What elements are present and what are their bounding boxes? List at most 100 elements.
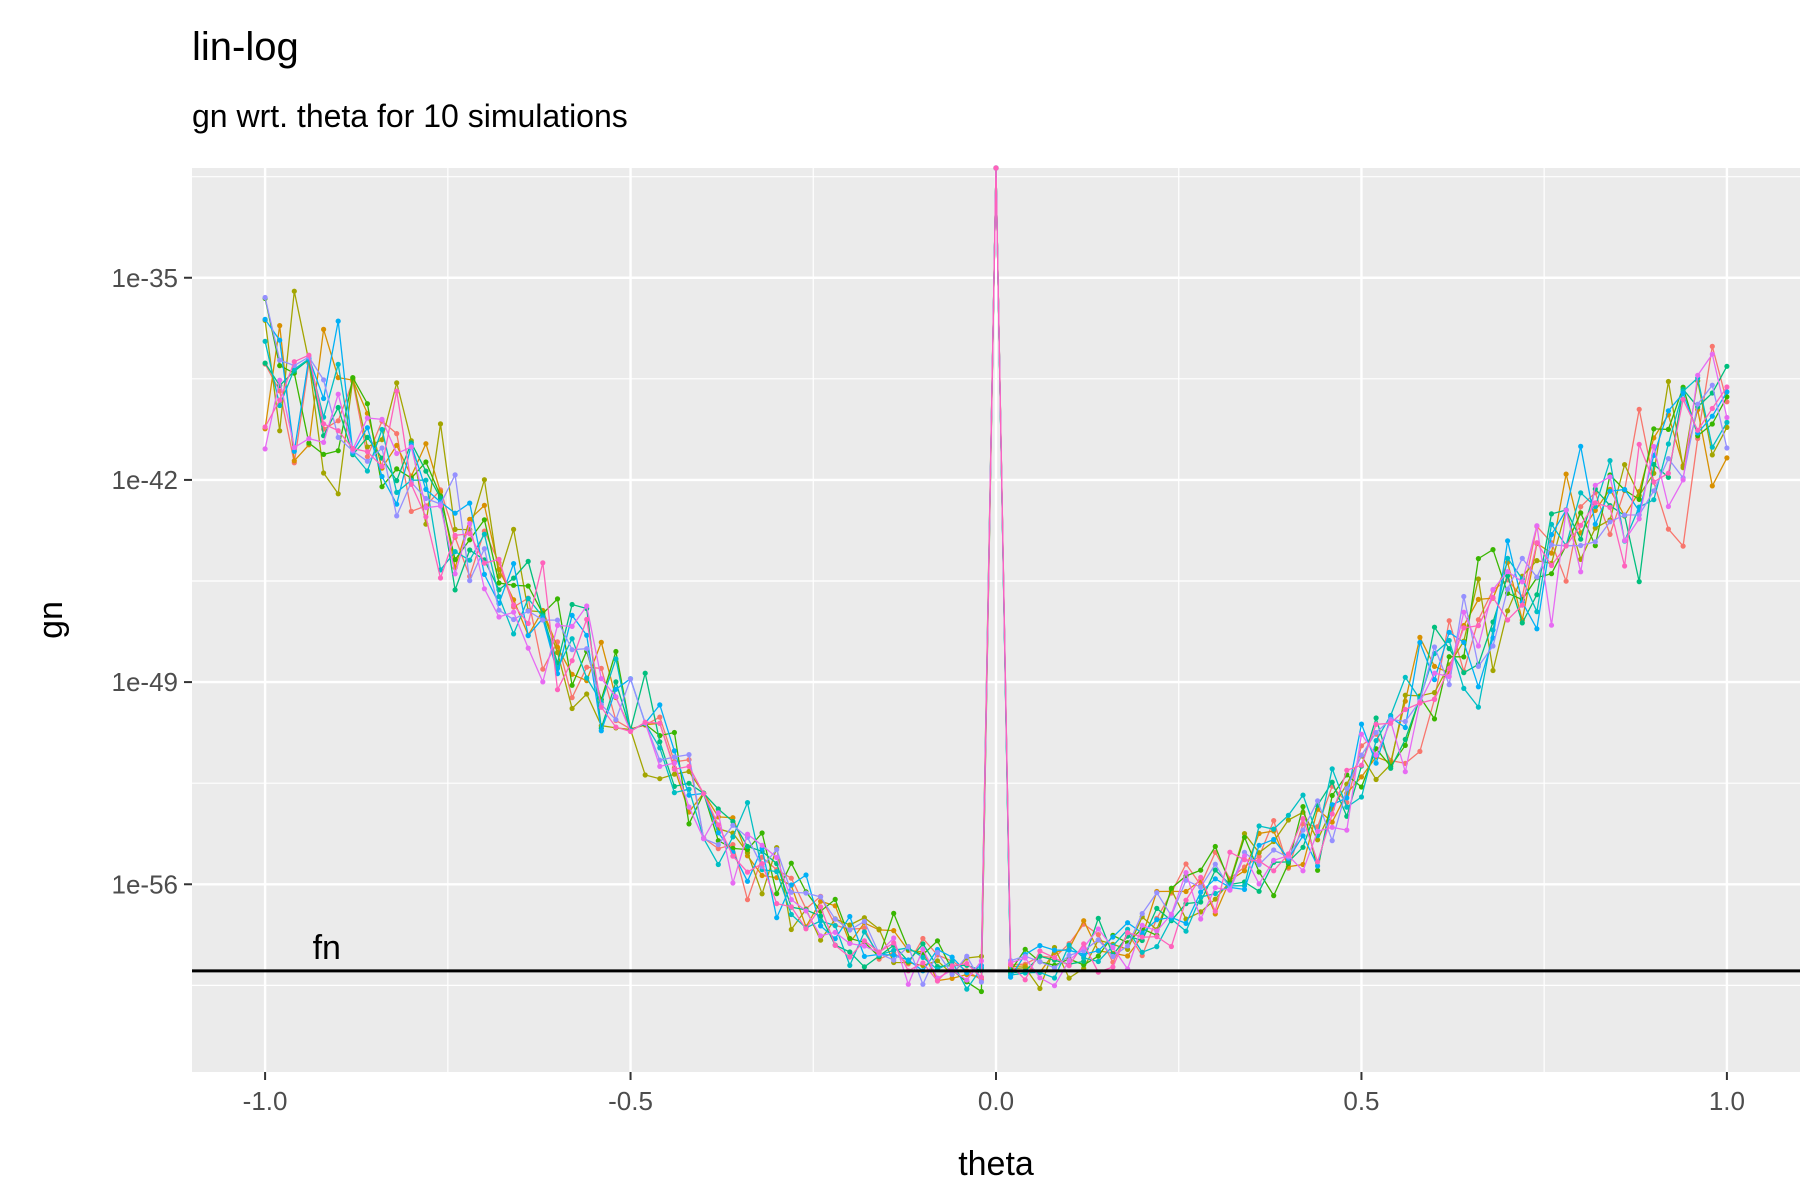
series-point bbox=[262, 338, 268, 344]
series-point bbox=[715, 861, 721, 868]
series-point bbox=[1607, 504, 1613, 510]
series-point bbox=[715, 842, 721, 848]
series-point bbox=[1665, 408, 1671, 414]
series-point bbox=[774, 869, 780, 875]
x-tick-label: 0.5 bbox=[1343, 1086, 1379, 1116]
series-point bbox=[847, 949, 853, 955]
series-point bbox=[1534, 592, 1540, 598]
series-point bbox=[1241, 868, 1248, 874]
series-point bbox=[1607, 531, 1613, 538]
series-point bbox=[686, 780, 692, 786]
series-point bbox=[847, 940, 853, 947]
series-point bbox=[1709, 405, 1715, 412]
series-point bbox=[949, 975, 955, 982]
series-point bbox=[1373, 760, 1379, 766]
series-point bbox=[613, 724, 619, 730]
series-point bbox=[1475, 663, 1481, 670]
series-point bbox=[540, 666, 546, 672]
series-point bbox=[1578, 490, 1584, 496]
series-point bbox=[993, 165, 999, 171]
series-point bbox=[291, 359, 297, 365]
series-point bbox=[1066, 963, 1072, 969]
x-tick-label: 1.0 bbox=[1709, 1086, 1745, 1116]
series-point bbox=[1709, 444, 1715, 450]
series-point bbox=[510, 582, 517, 588]
series-point bbox=[394, 513, 400, 519]
series-point bbox=[1475, 684, 1481, 690]
series-point bbox=[277, 388, 283, 394]
series-point bbox=[379, 473, 385, 480]
series-point bbox=[481, 586, 487, 592]
series-point bbox=[978, 974, 985, 980]
series-point bbox=[1446, 665, 1452, 672]
series-point bbox=[759, 842, 765, 848]
series-point bbox=[1344, 795, 1350, 801]
series-point bbox=[1008, 962, 1014, 968]
series-point bbox=[335, 434, 341, 440]
series-point bbox=[1358, 774, 1365, 780]
series-point bbox=[1198, 874, 1204, 880]
series-point bbox=[291, 288, 297, 294]
series-point bbox=[1388, 765, 1394, 771]
series-point bbox=[510, 616, 517, 623]
series-point bbox=[1665, 526, 1671, 532]
series-point bbox=[452, 571, 458, 577]
series-point bbox=[554, 687, 561, 693]
series-point bbox=[730, 853, 736, 859]
series-point bbox=[1329, 792, 1335, 799]
series-point bbox=[1461, 639, 1467, 646]
series-point bbox=[262, 360, 268, 366]
series-point bbox=[364, 401, 370, 407]
series-point bbox=[394, 431, 400, 437]
series-point bbox=[277, 337, 283, 343]
series-point bbox=[1241, 886, 1248, 893]
series-point bbox=[642, 772, 648, 778]
series-point bbox=[1183, 877, 1189, 883]
series-point bbox=[1329, 766, 1335, 772]
series-point bbox=[554, 596, 561, 602]
y-tick-label: 1e-42 bbox=[112, 465, 179, 495]
series-point bbox=[803, 872, 809, 878]
series-point bbox=[818, 933, 824, 939]
series-point bbox=[1256, 869, 1262, 875]
series-point bbox=[1256, 858, 1262, 864]
series-point bbox=[496, 556, 502, 563]
series-point bbox=[1256, 888, 1262, 894]
series-point bbox=[1300, 816, 1306, 822]
series-point bbox=[1475, 643, 1481, 649]
series-point bbox=[379, 445, 385, 451]
series-point bbox=[920, 941, 926, 947]
series-point bbox=[1300, 792, 1306, 798]
series-point bbox=[569, 612, 575, 619]
series-point bbox=[1271, 818, 1277, 824]
series-point bbox=[335, 391, 341, 397]
series-point bbox=[1008, 974, 1014, 980]
series-point bbox=[715, 806, 721, 812]
series-point bbox=[847, 954, 853, 960]
series-point bbox=[306, 436, 312, 442]
series-point bbox=[715, 846, 721, 852]
series-point bbox=[452, 472, 458, 478]
series-point bbox=[1095, 958, 1101, 965]
series-point bbox=[335, 428, 341, 434]
series-point bbox=[291, 448, 297, 454]
series-point bbox=[262, 316, 268, 322]
series-point bbox=[1446, 629, 1452, 636]
series-point bbox=[774, 901, 780, 907]
series-point bbox=[1198, 867, 1204, 873]
series-point bbox=[1139, 930, 1145, 936]
series-point bbox=[1110, 964, 1116, 970]
series-point bbox=[832, 929, 838, 935]
series-point bbox=[1431, 670, 1438, 676]
series-point bbox=[759, 861, 765, 867]
series-point bbox=[467, 531, 473, 537]
series-point bbox=[1300, 833, 1306, 839]
series-point bbox=[1095, 937, 1101, 943]
series-point bbox=[1110, 944, 1116, 951]
series-point bbox=[1066, 975, 1072, 981]
series-point bbox=[379, 463, 385, 469]
series-point bbox=[584, 632, 590, 638]
series-point bbox=[1154, 917, 1160, 923]
series-point bbox=[1154, 905, 1160, 912]
series-point bbox=[1066, 942, 1072, 948]
